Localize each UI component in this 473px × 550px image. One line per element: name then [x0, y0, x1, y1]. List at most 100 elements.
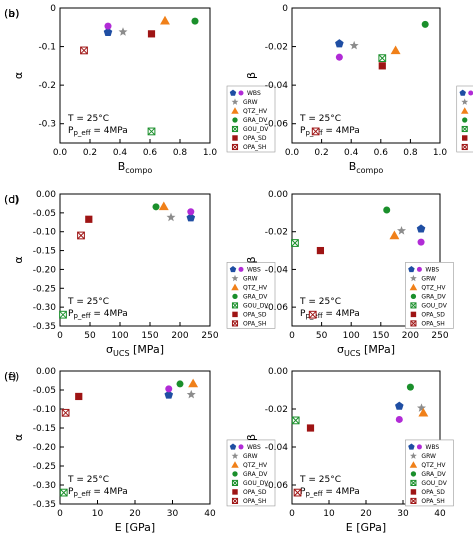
- plot-frame: [59, 7, 211, 144]
- x-axis-label: σUCS [MPa]: [337, 343, 395, 358]
- y-tick-label: -0.30: [33, 303, 57, 313]
- legend-box: [226, 439, 276, 507]
- data-point-WBS: [416, 224, 426, 233]
- y-tick-label: -0.15: [33, 247, 56, 257]
- y-tick-label: -0.35: [33, 500, 56, 510]
- y-tick-label: 0: [50, 4, 56, 14]
- chart-panel-b: (b) 0.0 0.2 0.4 0.6 0.8 1.0 0 -0.02 -0.04 -0.06 Bco…: [4, 4, 473, 175]
- legend-label-GOU_DV: GOU_DV: [243, 126, 269, 133]
- data-point-OPA_SH: [293, 488, 302, 497]
- legend-label-GRW: GRW: [243, 453, 258, 460]
- legend-label-QTZ_HV: QTZ_HV: [243, 108, 268, 115]
- legend-marker-WBS: [229, 89, 237, 96]
- legend-marker-WBS-alt: [238, 444, 244, 450]
- data-point-GRA_DV: [176, 380, 184, 388]
- condition-temperature: T = 25°C: [299, 297, 341, 307]
- x-tick-label: 0: [57, 509, 63, 519]
- y-tick-label: -0.02: [265, 228, 288, 238]
- y-tick-label: -0.1: [38, 43, 56, 53]
- chart-panel-a: (a) 0.0 0.2 0.4 0.6 0.8 1.0 0 -0.1 -0.2 -0.3 Bcompo…: [4, 4, 276, 175]
- y-axis-label: β: [245, 256, 258, 263]
- legend-marker-GRA_DV: [232, 293, 238, 300]
- y-axis-label: β: [245, 72, 258, 79]
- data-point-GOU_DV: [378, 54, 387, 63]
- legend-marker-OPA_SD: [410, 311, 417, 318]
- x-axis-label: Bcompo: [118, 160, 153, 175]
- x-tick-label: 0.8: [173, 148, 188, 158]
- legend: WBS GRW QTZ_HV GRA_DV GOU_DV OPA_SD OPA_SH: [405, 262, 454, 329]
- condition-temperature: T = 25°C: [67, 297, 109, 307]
- data-point-WBS: [335, 39, 344, 48]
- x-tick-label: 200: [171, 331, 188, 341]
- y-tick-label: 0.00: [268, 190, 288, 200]
- y-tick-label: -0.10: [33, 228, 57, 238]
- legend-marker-GOU_DV: [231, 479, 239, 486]
- y-tick-label: 0.00: [36, 190, 56, 200]
- legend-marker-GRW: [231, 98, 239, 105]
- data-point-OPA_SH: [308, 310, 317, 319]
- legend-label-OPA_SD: OPA_SD: [243, 135, 267, 142]
- y-tick-label: -0.04: [265, 265, 289, 275]
- data-point-WBS_alt: [417, 238, 425, 246]
- legend-label-GRW: GRW: [243, 275, 258, 282]
- data-point-WBS_alt: [104, 22, 112, 30]
- legend-label-GOU_DV: GOU_DV: [243, 302, 269, 309]
- y-tick-label: 0.00: [268, 367, 288, 377]
- legend-label-WBS: WBS: [425, 444, 439, 451]
- x-tick-label: 0.4: [113, 148, 128, 158]
- legend-marker-WBS-alt: [416, 444, 422, 450]
- y-tick-label: -0.10: [33, 405, 57, 415]
- legend-label-OPA_SH: OPA_SH: [243, 144, 266, 151]
- legend-label-GRW: GRW: [243, 99, 258, 106]
- condition-temperature: T = 25°C: [67, 475, 109, 485]
- panel-label: (d): [4, 193, 20, 206]
- legend-marker-OPA_SD: [462, 135, 468, 141]
- data-point-WBS: [395, 401, 404, 410]
- x-tick-label: 1.0: [203, 148, 218, 158]
- legend-marker-QTZ_HV: [460, 107, 469, 114]
- panel-label: (e): [4, 370, 19, 383]
- plot-frame: [291, 7, 441, 144]
- y-tick-label: -0.2: [38, 81, 56, 91]
- x-tick-label: 0: [289, 331, 295, 341]
- condition-pressure: Pp_eff = 4MPa: [300, 126, 360, 137]
- data-point-GRA_DV: [406, 383, 414, 391]
- x-tick-label: 0.6: [143, 148, 158, 158]
- data-point-QTZ_HV: [418, 407, 429, 417]
- data-point-OPA_SD: [316, 246, 325, 255]
- x-tick-label: 100: [343, 331, 360, 341]
- legend-marker-GOU_DV: [461, 125, 468, 133]
- y-axis-label: α: [12, 434, 25, 441]
- x-tick-label: 10: [323, 509, 335, 519]
- data-point-GRA_DV: [421, 20, 429, 28]
- legend-label-GOU_DV: GOU_DV: [421, 480, 447, 487]
- chart-panel-d: (d) 0 50 100 150 200 250 0.00 -0.02 -0.04 -0.06 σUC…: [4, 190, 454, 358]
- x-tick-label: 0.4: [344, 148, 359, 158]
- legend-label-WBS: WBS: [425, 266, 439, 273]
- legend-marker-OPA_SH: [231, 497, 239, 504]
- data-point-WBS: [186, 213, 196, 222]
- y-tick-label: -0.05: [33, 209, 56, 219]
- legend-label-QTZ_HV: QTZ_HV: [243, 462, 268, 469]
- legend: WBS GRW QTZ_HV GRA_DV GOU_DV OPA_SD OPA_SH: [226, 262, 276, 329]
- x-tick-label: 150: [141, 331, 158, 341]
- data-point-WBS: [103, 27, 113, 36]
- data-point-GRW: [417, 403, 426, 412]
- legend-marker-OPA_SD: [232, 311, 238, 318]
- legend-marker-WBS-alt: [416, 266, 422, 272]
- data-point-GRW: [166, 212, 176, 222]
- legend-marker-GRW: [410, 452, 417, 459]
- panel-label: (c): [4, 193, 19, 206]
- y-tick-label: -0.02: [265, 405, 288, 415]
- y-tick-label: -0.04: [265, 81, 289, 91]
- legend-label-OPA_SH: OPA_SH: [421, 320, 444, 327]
- x-tick-label: 40: [204, 509, 216, 519]
- y-tick-label: 0.00: [36, 367, 56, 377]
- x-tick-label: 10: [92, 509, 104, 519]
- x-tick-label: 0.2: [83, 148, 97, 158]
- legend-marker-QTZ_HV: [409, 461, 418, 468]
- legend-marker-QTZ_HV: [231, 461, 239, 468]
- legend-marker-OPA_SH: [461, 143, 468, 151]
- condition-temperature: T = 25°C: [67, 114, 109, 124]
- data-point-OPA_SH: [61, 408, 70, 417]
